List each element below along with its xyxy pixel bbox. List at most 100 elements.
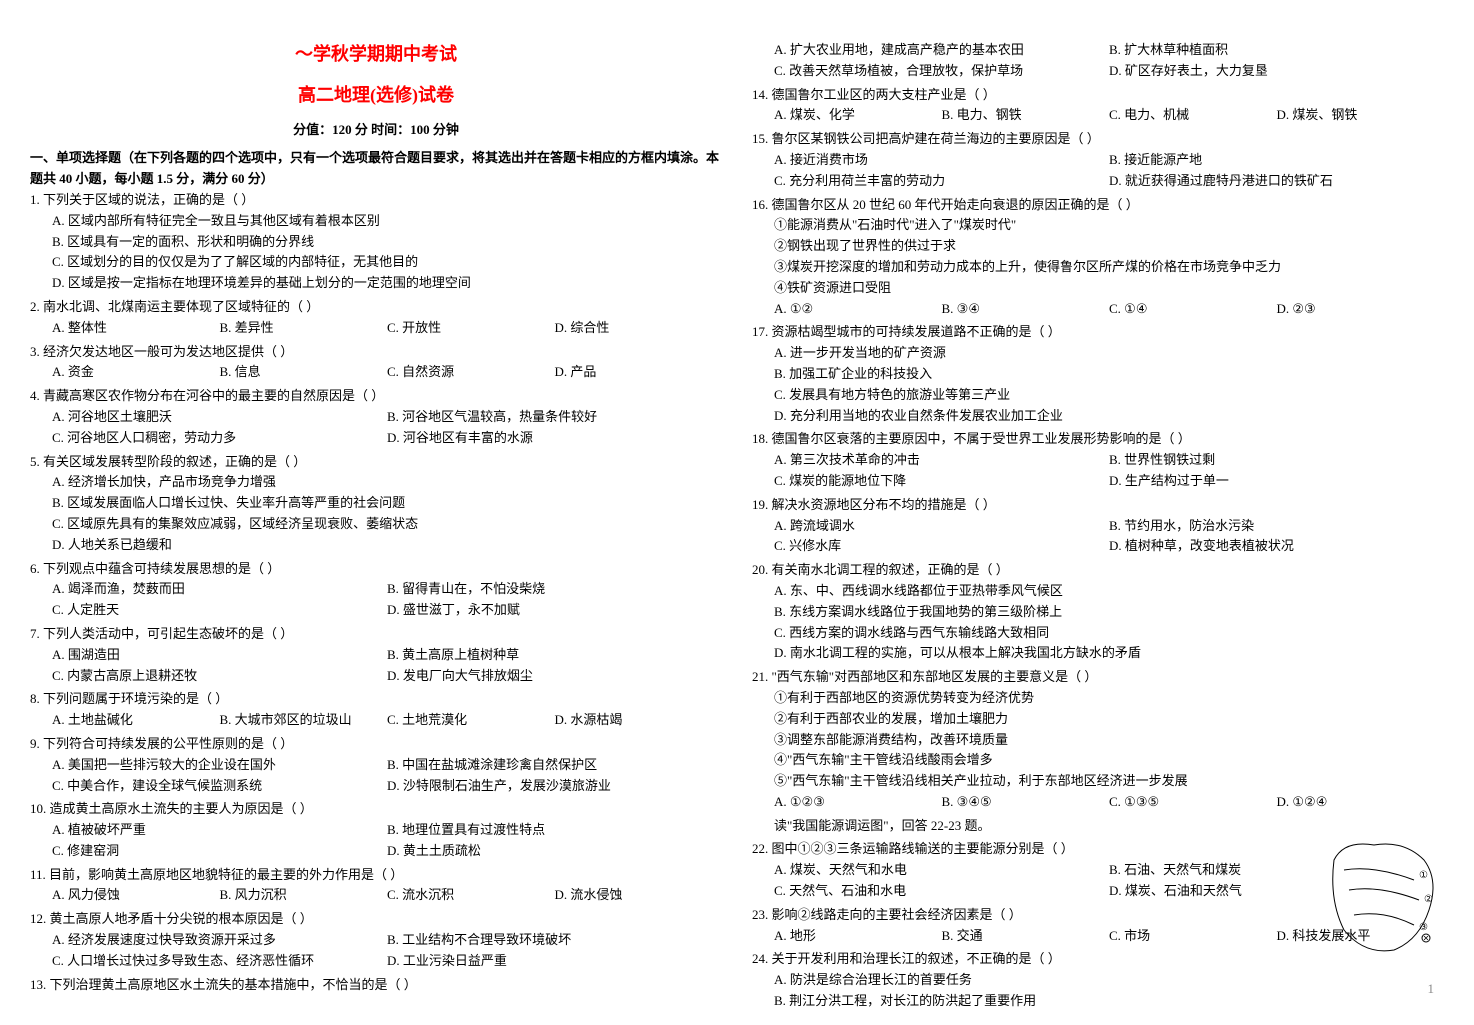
q2-opt-a: A. 整体性 — [52, 318, 220, 339]
q14-text: 14. 德国鲁尔工业区的两大支柱产业是（ ） — [752, 85, 1444, 106]
q6-opt-d: D. 盛世滋丁，永不加赋 — [387, 600, 722, 621]
q1-opt-b: B. 区域具有一定的面积、形状和明确的分界线 — [52, 232, 722, 253]
q5-opt-b: B. 区域发展面临人口增长过快、失业率升高等严重的社会问题 — [52, 493, 722, 514]
q3-opt-d: D. 产品 — [555, 362, 723, 383]
page-number: 1 — [1428, 979, 1435, 1000]
q24-opt-b: B. 荆江分洪工程，对长江的防洪起了重要作用 — [774, 991, 1444, 1012]
q12-opt-c: C. 人口增长过快过多导致生态、经济恶性循环 — [52, 951, 387, 972]
question-2: 2. 南水北调、北煤南运主要体现了区域特征的（ ） A. 整体性 B. 差异性 … — [30, 297, 722, 339]
svg-text:①: ① — [1419, 870, 1428, 881]
q11-opt-b: B. 风力沉积 — [220, 885, 388, 906]
q13-text: 13. 下列治理黄土高原地区水土流失的基本措施中，不恰当的是（ ） — [30, 975, 722, 996]
q10-opt-b: B. 地理位置具有过渡性特点 — [387, 820, 722, 841]
q20-text: 20. 有关南水北调工程的叙述，正确的是（ ） — [752, 560, 1444, 581]
q3-text: 3. 经济欠发达地区一般可为发达地区提供（ ） — [30, 342, 722, 363]
q11-opt-a: A. 风力侵蚀 — [52, 885, 220, 906]
q18-opt-d: D. 生产结构过于单一 — [1109, 471, 1444, 492]
sub-title: 高二地理(选修)试卷 — [30, 81, 722, 110]
question-16: 16. 德国鲁尔区从 20 世纪 60 年代开始走向衰退的原因正确的是（ ） ①… — [752, 195, 1444, 320]
q17-opt-d: D. 充分利用当地的农业自然条件发展农业加工企业 — [774, 406, 1444, 427]
question-5: 5. 有关区域发展转型阶段的叙述，正确的是（ ） A. 经济增长加快，产品市场竞… — [30, 452, 722, 556]
q14-opt-d: D. 煤炭、钢铁 — [1277, 105, 1445, 126]
q2-opt-d: D. 综合性 — [555, 318, 723, 339]
q12-opt-d: D. 工业污染日益严重 — [387, 951, 722, 972]
q12-opt-b: B. 工业结构不合理导致环境破坏 — [387, 930, 722, 951]
q14-opt-b: B. 电力、钢铁 — [942, 105, 1110, 126]
q21-opt-c: C. ①③⑤ — [1109, 792, 1277, 813]
q15-opt-b: B. 接近能源产地 — [1109, 150, 1444, 171]
main-title: ～学秋学期期中考试 — [30, 40, 722, 69]
question-21: 21. "西气东输"对西部地区和东部地区发展的主要意义是（ ） ①有利于西部地区… — [752, 667, 1444, 813]
q21-text: 21. "西气东输"对西部地区和东部地区发展的主要意义是（ ） — [752, 667, 1444, 688]
q6-opt-b: B. 留得青山在，不怕没柴烧 — [387, 579, 722, 600]
question-13-opts: A. 扩大农业用地，建成高产稳产的基本农田 B. 扩大林草种植面积 C. 改善天… — [752, 40, 1444, 82]
question-6: 6. 下列观点中蕴含可持续发展思想的是（ ） A. 竭泽而渔，焚薮而田 B. 留… — [30, 559, 722, 621]
q13-opt-d: D. 矿区存好表土，大力复垦 — [1109, 61, 1444, 82]
q11-opt-c: C. 流水沉积 — [387, 885, 555, 906]
q11-text: 11. 目前，影响黄土高原地区地貌特征的最主要的外力作用是（ ） — [30, 865, 722, 886]
q12-text: 12. 黄土高原人地矛盾十分尖锐的根本原因是（ ） — [30, 909, 722, 930]
q20-opt-c: C. 西线方案的调水线路与西气东输线路大致相同 — [774, 623, 1444, 644]
q1-text: 1. 下列关于区域的说法，正确的是（ ） — [30, 190, 722, 211]
q7-text: 7. 下列人类活动中，可引起生态破坏的是（ ） — [30, 624, 722, 645]
q23-opt-b: B. 交通 — [942, 926, 1110, 947]
q3-opt-c: C. 自然资源 — [387, 362, 555, 383]
q23-opt-c: C. 市场 — [1109, 926, 1277, 947]
q21-opt-b: B. ③④⑤ — [942, 792, 1110, 813]
q9-opt-c: C. 中美合作，建设全球气候监测系统 — [52, 776, 387, 797]
q16-opt-d: D. ②③ — [1277, 299, 1445, 320]
q24-opt-a: A. 防洪是综合治理长江的首要任务 — [774, 970, 1444, 991]
q14-opt-c: C. 电力、机械 — [1109, 105, 1277, 126]
q16-o4: ④铁矿资源进口受阻 — [774, 278, 1444, 299]
q19-opt-d: D. 植树种草，改变地表植被状况 — [1109, 536, 1444, 557]
q10-opt-a: A. 植被破坏严重 — [52, 820, 387, 841]
q5-opt-a: A. 经济增长加快，产品市场竞争力增强 — [52, 472, 722, 493]
q9-opt-a: A. 美国把一些排污较大的企业设在国外 — [52, 755, 387, 776]
q9-text: 9. 下列符合可持续发展的公平性原则的是（ ） — [30, 734, 722, 755]
q10-opt-c: C. 修建窑洞 — [52, 841, 387, 862]
question-4: 4. 青藏高寒区农作物分布在河谷中的最主要的自然原因是（ ） A. 河谷地区土壤… — [30, 386, 722, 448]
q16-opt-a: A. ①② — [774, 299, 942, 320]
svg-text:②: ② — [1424, 894, 1433, 905]
q4-opt-a: A. 河谷地区土壤肥沃 — [52, 407, 387, 428]
q13-opt-a: A. 扩大农业用地，建成高产稳产的基本农田 — [774, 40, 1109, 61]
question-9: 9. 下列符合可持续发展的公平性原则的是（ ） A. 美国把一些排污较大的企业设… — [30, 734, 722, 796]
q21-o3: ③调整东部能源消费结构，改善环境质量 — [774, 730, 1444, 751]
question-3: 3. 经济欠发达地区一般可为发达地区提供（ ） A. 资金 B. 信息 C. 自… — [30, 342, 722, 384]
question-15: 15. 鲁尔区某钢铁公司把高炉建在荷兰海边的主要原因是（ ） A. 接近消费市场… — [752, 129, 1444, 191]
q17-text: 17. 资源枯竭型城市的可持续发展道路不正确的是（ ） — [752, 322, 1444, 343]
q16-o1: ①能源消费从"石油时代"进入了"煤炭时代" — [774, 215, 1444, 236]
q8-text: 8. 下列问题属于环境污染的是（ ） — [30, 689, 722, 710]
question-8: 8. 下列问题属于环境污染的是（ ） A. 土地盐碱化 B. 大城市郊区的垃圾山… — [30, 689, 722, 731]
q22-opt-a: A. 煤炭、天然气和水电 — [774, 860, 1109, 881]
q17-opt-b: B. 加强工矿企业的科技投入 — [774, 364, 1444, 385]
question-12: 12. 黄土高原人地矛盾十分尖锐的根本原因是（ ） A. 经济发展速度过快导致资… — [30, 909, 722, 971]
q2-opt-c: C. 开放性 — [387, 318, 555, 339]
q7-opt-a: A. 围湖造田 — [52, 645, 387, 666]
q7-opt-c: C. 内蒙古高原上退耕还牧 — [52, 666, 387, 687]
q8-opt-b: B. 大城市郊区的垃圾山 — [220, 710, 388, 731]
question-20: 20. 有关南水北调工程的叙述，正确的是（ ） A. 东、中、西线调水线路都位于… — [752, 560, 1444, 664]
q9-opt-b: B. 中国在盐城滩涂建珍禽自然保护区 — [387, 755, 722, 776]
exam-meta: 分值：120 分 时间：100 分钟 — [30, 120, 722, 141]
q15-opt-a: A. 接近消费市场 — [774, 150, 1109, 171]
section-head-text: 一、单项选择题（在下列各题的四个选项中，只有一个选项最符合题目要求，将其选出并在… — [30, 150, 719, 186]
q11-opt-d: D. 流水侵蚀 — [555, 885, 723, 906]
q4-opt-d: D. 河谷地区有丰富的水源 — [387, 428, 722, 449]
q8-opt-a: A. 土地盐碱化 — [52, 710, 220, 731]
q8-opt-d: D. 水源枯竭 — [555, 710, 723, 731]
left-column: ～学秋学期期中考试 高二地理(选修)试卷 分值：120 分 时间：100 分钟 … — [30, 40, 722, 1015]
q18-opt-c: C. 煤炭的能源地位下降 — [774, 471, 1109, 492]
q18-opt-a: A. 第三次技术革命的冲击 — [774, 450, 1109, 471]
question-18: 18. 德国鲁尔区衰落的主要原因中，不属于受世界工业发展形势影响的是（ ） A.… — [752, 429, 1444, 491]
q13-opt-b: B. 扩大林草种植面积 — [1109, 40, 1444, 61]
q17-opt-c: C. 发展具有地方特色的旅游业等第三产业 — [774, 385, 1444, 406]
question-10: 10. 造成黄土高原水土流失的主要人为原因是（ ） A. 植被破坏严重 B. 地… — [30, 799, 722, 861]
q1-opt-a: A. 区域内部所有特征完全一致且与其他区域有着根本区别 — [52, 211, 722, 232]
q10-opt-d: D. 黄土土质疏松 — [387, 841, 722, 862]
q19-opt-c: C. 兴修水库 — [774, 536, 1109, 557]
q19-text: 19. 解决水资源地区分布不均的措施是（ ） — [752, 495, 1444, 516]
question-14: 14. 德国鲁尔工业区的两大支柱产业是（ ） A. 煤炭、化学 B. 电力、钢铁… — [752, 85, 1444, 127]
china-map-icon: ① ② ③ — [1324, 830, 1444, 960]
q13-opt-c: C. 改善天然草场植被，合理放牧，保护草场 — [774, 61, 1109, 82]
